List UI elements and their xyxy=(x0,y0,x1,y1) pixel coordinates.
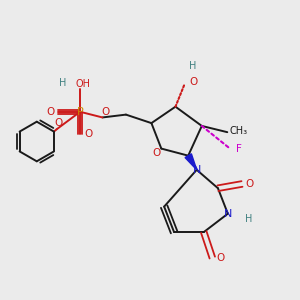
Text: O: O xyxy=(46,107,54,117)
Text: O: O xyxy=(54,118,62,128)
Text: O: O xyxy=(216,253,224,262)
Text: F: F xyxy=(236,144,242,154)
Text: CH₃: CH₃ xyxy=(230,126,248,136)
Text: O: O xyxy=(101,107,110,117)
Text: O: O xyxy=(189,77,197,87)
Polygon shape xyxy=(185,154,197,170)
Text: OH: OH xyxy=(75,79,90,89)
Text: H: H xyxy=(58,79,66,88)
Text: O: O xyxy=(246,179,254,189)
Text: H: H xyxy=(189,61,196,71)
Text: H: H xyxy=(245,214,253,224)
Text: N: N xyxy=(224,209,232,219)
Text: N: N xyxy=(193,165,201,175)
Text: O: O xyxy=(152,148,160,158)
Text: P: P xyxy=(77,106,84,116)
Text: O: O xyxy=(84,129,92,140)
